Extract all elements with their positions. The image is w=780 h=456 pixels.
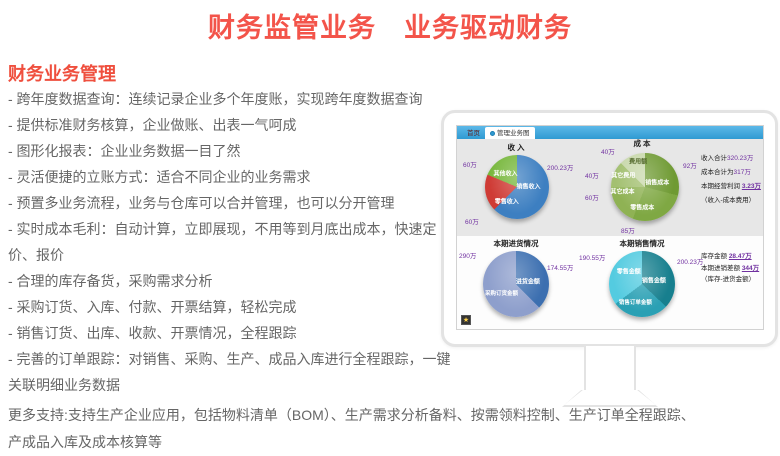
feature-item: - 提供标准财务核算，企业做账、出表一气呵成 [8, 117, 297, 133]
sales-pie-chart: 本期销售情况 销售金额 零售金额 销售订单金额 190.55万 200.23万 [579, 238, 705, 326]
monitor-frame: 首页 管理业务图 收 入 销售收入 零售收入 其他收入 200.23万 60万 … [441, 110, 778, 347]
profit-link[interactable]: 3.23万 [741, 183, 761, 190]
dashboard-tabbar: 首页 管理业务图 [457, 126, 763, 139]
purchase-pie-chart: 本期进货情况 进货金额 采购订货金额 290万 174.55万 [459, 238, 573, 324]
value-label: 85万 [621, 228, 635, 235]
income-summary: 收入合计320.23万 成本合计为317万 本期经营利润 3.23万 （收入-成… [701, 152, 761, 208]
slice-label: 其它成本 [610, 189, 635, 196]
dashboard-screen: 首页 管理业务图 收 入 销售收入 零售收入 其他收入 200.23万 60万 … [456, 125, 764, 330]
summary-line: 收入合计320.23万 [701, 155, 754, 162]
value-label: 60万 [465, 219, 479, 226]
slice-label: 费用额 [629, 159, 648, 166]
slice-label: 销售成本 [645, 180, 670, 187]
monitor-stand-base [562, 390, 658, 407]
slice-label: 其他收入 [493, 171, 518, 178]
income-pie-chart: 收 入 销售收入 零售收入 其他收入 200.23万 60万 60万 [459, 142, 573, 234]
value-label: 200.23万 [547, 165, 574, 172]
slice-label: 其它费用 [611, 173, 636, 180]
chart-title: 本期销售情况 [619, 239, 665, 248]
feature-item: - 采购订货、入库、付款、开票结算，轻松完成 [8, 299, 297, 315]
diff-amount-link[interactable]: 344万 [741, 264, 760, 272]
chart-title: 收 入 [507, 143, 525, 152]
monitor-stand-neck [584, 346, 636, 392]
feature-item: - 完善的订单跟踪：对销售、采购、生产、成品入库进行全程跟踪，一键关联明细业务数… [8, 351, 451, 393]
feature-item: - 销售订货、出库、收款、开票情况，全程跟踪 [8, 325, 297, 341]
tab-label: 管理业务图 [497, 129, 530, 137]
page-title: 财务监管业务 业务驱动财务 [208, 13, 572, 43]
section-title: 财务业务管理 [8, 64, 116, 84]
summary-line: 成本合计为317万 [701, 169, 751, 176]
value-label: 174.55万 [547, 265, 574, 272]
slice-label: 零售收入 [494, 199, 519, 206]
feature-item: - 实时成本毛利：自动计算，立即展现，不用等到月底出成本，快速定价、报价 [8, 221, 437, 263]
gear-icon [490, 130, 495, 136]
slice-label: 销售金额 [641, 278, 666, 285]
feature-item: - 灵活便捷的立账方式：适合不同企业的业务需求 [8, 169, 311, 185]
feature-item: - 图形化报表：企业业务数据一目了然 [8, 143, 241, 159]
slice-label: 采购订货金额 [484, 291, 518, 298]
value-label: 60万 [585, 195, 599, 202]
chart-title: 本期进货情况 [493, 239, 539, 248]
slice-label: 零售成本 [630, 205, 655, 212]
feature-item: - 合理的库存备货，采购需求分析 [8, 273, 213, 289]
value-label: 92万 [683, 163, 697, 170]
feature-item: - 预置多业务流程，业务与仓库可以合并管理，也可以分开管理 [8, 195, 395, 211]
income-pie: 销售收入 零售收入 其他收入 [485, 155, 549, 219]
more-support-paragraph: 更多支持:支持生产企业应用，包括物料清单（BOM）、生产需求分析备料、按需领料控… [8, 407, 695, 450]
slice-label: 零售金额 [616, 269, 641, 276]
feature-item: - 跨年度数据查询：连续记录企业多个年度账，实现跨年度数据查询 [8, 91, 423, 107]
summary-line: 本期进销差额 344万 [701, 264, 760, 272]
tab-management-view[interactable]: 管理业务图 [485, 127, 535, 139]
cost-pie-chart: 成 本 销售成本 零售成本 其它成本 其它费用 费用额 92万 85万 60万 … [579, 138, 705, 238]
purchase-sales-summary: 库存金额 28.47万 本期进销差额 344万 （库存-进货金额） [701, 250, 759, 285]
summary-line: 本期经营利润 3.23万 [701, 183, 761, 190]
slice-label: 销售订单金额 [618, 300, 652, 307]
value-label: 40万 [585, 173, 599, 180]
app-logo-icon[interactable]: ★ [461, 315, 471, 325]
value-label: 200.23万 [677, 259, 704, 266]
value-label: 60万 [463, 162, 477, 169]
cost-pie: 销售成本 零售成本 其它成本 其它费用 费用额 [611, 153, 679, 221]
summary-line: （收入-成本费用） [701, 197, 756, 204]
value-label: 190.55万 [579, 255, 606, 262]
value-label: 40万 [601, 149, 615, 156]
purchase-pie: 进货金额 采购订货金额 [483, 251, 549, 317]
summary-line: 库存金额 28.47万 [701, 253, 752, 260]
summary-line: （库存-进货金额） [701, 276, 756, 283]
feature-list: - 跨年度数据查询：连续记录企业多个年度账，实现跨年度数据查询 - 提供标准财务… [8, 86, 454, 398]
chart-title: 成 本 [633, 139, 651, 148]
stock-amount-link[interactable]: 28.47万 [728, 253, 752, 260]
slice-label: 进货金额 [515, 279, 540, 286]
tab-home[interactable]: 首页 [467, 130, 480, 137]
slice-label: 销售收入 [516, 184, 541, 191]
sales-pie: 销售金额 零售金额 销售订单金额 [609, 251, 675, 317]
value-label: 290万 [459, 253, 477, 260]
